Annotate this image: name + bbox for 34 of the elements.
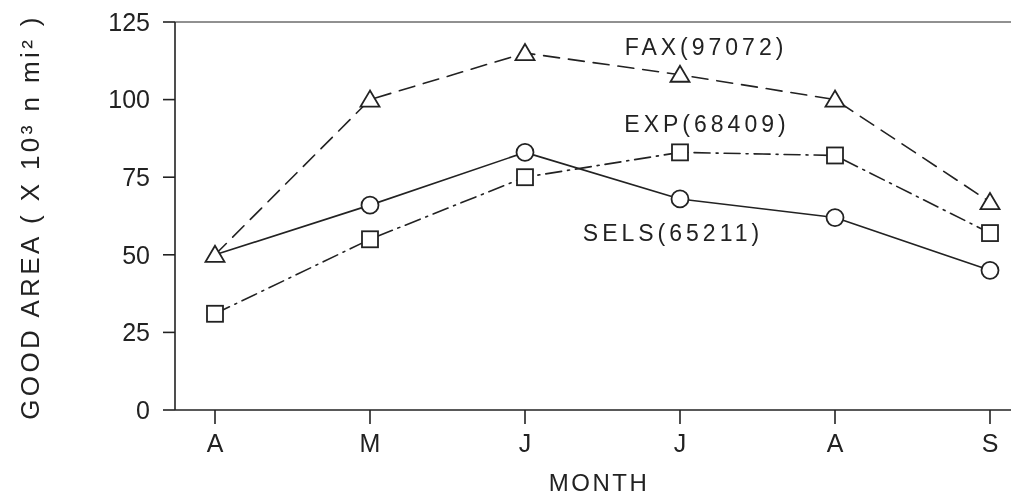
- x-tick-label: A: [206, 428, 224, 457]
- point: [980, 260, 1000, 280]
- point: [359, 89, 381, 108]
- series-label: SELS(65211): [582, 219, 764, 246]
- y-tick-label: 0: [136, 395, 150, 424]
- x-tick-label: M: [359, 428, 381, 457]
- point: [670, 189, 690, 209]
- x-tick-label: J: [673, 428, 687, 457]
- point: [361, 230, 379, 249]
- series-label: FAX(97072): [624, 33, 788, 60]
- y-tick-label: 50: [122, 240, 150, 269]
- point: [206, 304, 224, 323]
- point: [824, 89, 846, 108]
- point: [360, 195, 380, 215]
- x-tick-label: S: [981, 428, 999, 457]
- x-axis-title: MONTH: [548, 469, 650, 496]
- point: [669, 64, 691, 83]
- point: [826, 146, 844, 165]
- point: [514, 43, 536, 61]
- point: [204, 244, 226, 263]
- point: [671, 143, 689, 162]
- point: [516, 168, 534, 187]
- y-tick-label: 25: [122, 318, 150, 347]
- y-tick-label: 125: [108, 7, 150, 36]
- series-label: EXP(68409): [624, 111, 790, 138]
- y-tick-label: 100: [108, 85, 150, 114]
- y-axis-title: GOOD AREA ( X 10³ n mi² ): [15, 14, 45, 420]
- point: [979, 192, 1001, 210]
- y-tick-label: 75: [122, 163, 150, 192]
- x-tick-label: J: [518, 428, 532, 457]
- x-tick-label: A: [826, 428, 844, 457]
- point: [515, 142, 535, 162]
- point: [825, 208, 845, 227]
- point: [981, 224, 999, 242]
